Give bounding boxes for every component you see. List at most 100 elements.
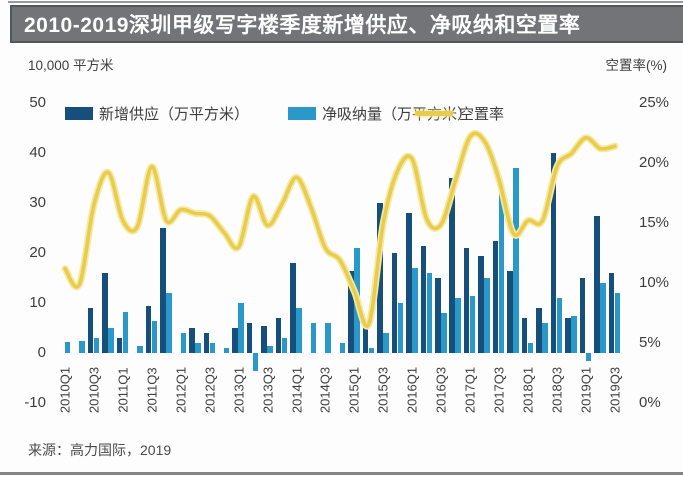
x-axis-tick: 2012Q3 (202, 366, 218, 414)
absorption-bar (137, 345, 143, 353)
absorption-bar (325, 323, 331, 353)
absorption-bar (339, 343, 346, 353)
absorption-bar (571, 315, 577, 353)
x-axis-tick: 2013Q1 (231, 366, 247, 414)
source-note: 来源：高力国际，2019 (28, 442, 172, 458)
supply-bar (406, 213, 412, 353)
legend-item-absorption: 净吸纳量（万平方米） (288, 103, 472, 124)
x-axis-tick: 2015Q1 (346, 366, 362, 414)
y-axis-right-tick: 25% (639, 94, 670, 111)
absorption-bar (614, 293, 621, 353)
absorption-bar (79, 340, 85, 353)
absorption-bar (513, 168, 519, 353)
supply-legend-label: 新增供应（万平方米） (99, 106, 250, 123)
y-axis-right-tick: 5% (639, 334, 661, 351)
supply-bar (189, 328, 195, 353)
right-axis-unit: 空置率(%) (605, 58, 668, 73)
absorption-bar (412, 268, 418, 353)
vacancy-line-path (63, 131, 617, 328)
absorption-bar (426, 273, 433, 353)
supply-bar (377, 203, 383, 353)
supply-bar (507, 270, 513, 353)
supply-bar (579, 278, 586, 353)
absorption-bar (542, 323, 548, 353)
title-bar: 2010-2019深圳甲级写字楼季度新增供应、净吸纳和空置率 (10, 5, 683, 43)
absorption-bar (469, 295, 476, 353)
supply-bar (594, 215, 600, 353)
y-axis-left-tick: -10 (24, 394, 46, 411)
x-axis-tick: 2010Q1 (57, 366, 73, 414)
y-axis-right-tick: 10% (639, 274, 670, 291)
chart-title: 2010-2019深圳甲级写字楼季度新增供应、净吸纳和空置率 (24, 14, 581, 37)
absorption-bar (556, 298, 563, 353)
absorption-bar (252, 353, 259, 371)
supply-bar (492, 240, 499, 353)
supply-bar (290, 263, 296, 353)
top-border-line (8, 1, 683, 3)
absorption-bar (296, 308, 302, 353)
x-axis-tick: 2015Q3 (375, 366, 391, 414)
x-axis-tick: 2011Q3 (144, 367, 160, 413)
x-axis-tick: 2017Q3 (491, 366, 507, 414)
absorption-bar (180, 333, 187, 353)
absorption-bar (195, 343, 201, 353)
supply-bar (420, 245, 427, 353)
x-axis-tick: 2010Q3 (86, 366, 102, 414)
x-axis-tick: 2018Q1 (520, 366, 536, 414)
y-axis-left-tick: 20 (29, 244, 46, 261)
absorption-bar (93, 338, 100, 353)
supply-bar (232, 328, 238, 353)
supply-bar (449, 178, 455, 353)
y-axis-left-tick: 50 (29, 94, 46, 111)
supply-bar (391, 253, 398, 353)
absorption-bar (64, 341, 71, 353)
absorption-bar (368, 348, 375, 353)
absorption-bar (122, 311, 129, 353)
left-axis-unit: 10,000 平方米 (28, 58, 114, 73)
supply-bar (608, 273, 615, 353)
x-axis-tick: 2014Q3 (317, 366, 333, 414)
x-axis-tick: 2019Q1 (578, 366, 594, 414)
y-axis-left-tick: 10 (29, 294, 46, 311)
absorption-bar (383, 333, 389, 353)
supply-bar (435, 278, 441, 353)
supply-bar (203, 333, 209, 353)
legend: 新增供应（万平方米） 净吸纳量（万平方米） 空置率 (0, 103, 683, 123)
absorption-bar (267, 345, 273, 353)
y-axis-right-tick: 20% (639, 154, 670, 171)
supply-bar (550, 153, 557, 353)
absorption-bar (397, 303, 404, 353)
x-axis-tick: 2018Q3 (549, 366, 565, 414)
supply-bar (565, 318, 571, 353)
supply-bar (275, 318, 282, 353)
legend-item-supply: 新增供应（万平方米） (65, 103, 249, 124)
supply-bar (521, 318, 528, 353)
supply-bar (246, 323, 253, 353)
supply-bar (348, 270, 354, 353)
absorption-bar (455, 298, 461, 353)
y-axis-left-tick: 30 (29, 194, 46, 211)
supply-bar (478, 255, 484, 353)
supply-bar (536, 308, 542, 353)
legend-item-vacancy: 空置率 (415, 103, 504, 124)
absorption-bar (209, 343, 215, 353)
absorption-bar (484, 278, 490, 353)
absorption-bar (223, 348, 230, 353)
vacancy-legend-label: 空置率 (459, 106, 505, 123)
absorption-bar (166, 293, 172, 353)
supply-legend-swatch (65, 107, 93, 120)
supply-bar (160, 228, 166, 353)
absorption-legend-label: 净吸纳量（万平方米） (322, 106, 473, 123)
y-axis-right-tick: 15% (639, 214, 670, 231)
y-axis-right-tick: 0% (639, 394, 661, 411)
x-axis-tick: 2012Q1 (173, 366, 189, 414)
absorption-bar (441, 313, 447, 353)
vacancy-line (61, 129, 619, 330)
absorption-legend-swatch (288, 107, 316, 120)
absorption-bar (310, 323, 317, 353)
x-axis-tick: 2019Q3 (607, 366, 623, 414)
supply-bar (463, 248, 470, 353)
supply-bar (87, 308, 94, 353)
absorption-bar (600, 283, 606, 353)
